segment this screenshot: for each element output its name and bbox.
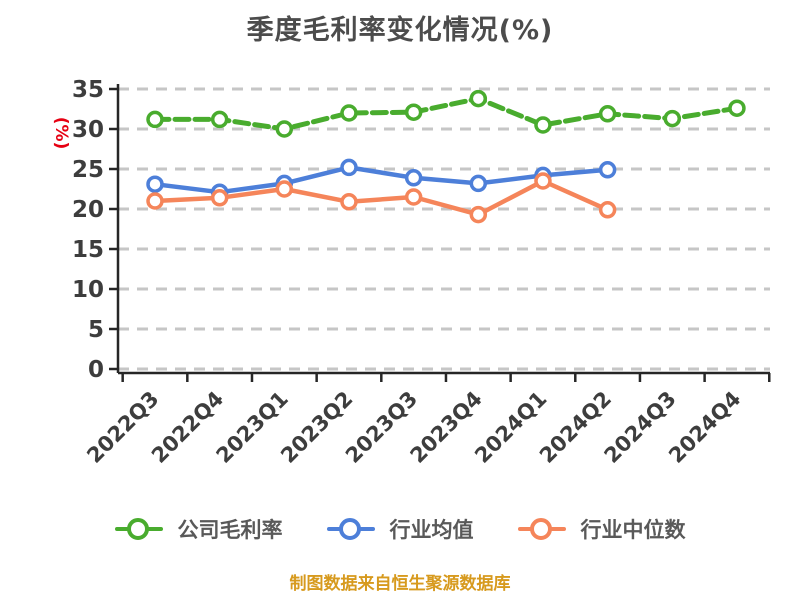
- y-tick-label: 30: [72, 117, 104, 143]
- legend-line-circle-marker-green: [114, 517, 163, 541]
- y-tick-label: 15: [72, 237, 104, 263]
- legend-circle-icon: [126, 518, 149, 540]
- legend-label-industry-median: 行业中位数: [580, 518, 686, 542]
- legend-label-company-gross-margin: 公司毛利率: [177, 518, 283, 542]
- series-line-1: [152, 165, 610, 195]
- series-line-0: [152, 96, 740, 132]
- data-point-marker: [469, 174, 488, 193]
- data-point-marker: [275, 120, 294, 138]
- legend-item-company-gross-margin: 公司毛利率: [114, 514, 283, 544]
- data-point-marker: [534, 172, 552, 190]
- plot-area: 051015202530352022Q32022Q42023Q12023Q220…: [51, 77, 771, 468]
- legend: 公司毛利率 行业均值 行业中位数: [0, 514, 800, 544]
- source-caption: 制图数据来自恒生聚源数据库: [289, 574, 511, 594]
- y-tick-label: 0: [88, 357, 104, 383]
- plot-generated-layer: 051015202530352022Q32022Q42023Q12023Q220…: [72, 77, 771, 468]
- data-point-marker: [469, 205, 488, 224]
- data-point-marker: [146, 110, 164, 129]
- data-point-marker: [598, 105, 617, 123]
- data-point-marker: [598, 161, 617, 179]
- data-point-marker: [404, 188, 423, 206]
- legend-line-circle-marker-blue: [326, 517, 375, 541]
- data-point-marker: [663, 109, 682, 128]
- data-point-marker: [728, 99, 746, 117]
- y-tick-label: 25: [72, 157, 104, 183]
- legend-item-industry-mean: 行业均值: [326, 514, 474, 544]
- legend-circle-icon: [529, 518, 552, 540]
- legend-label-industry-mean: 行业均值: [389, 518, 474, 542]
- y-axis-unit-label: (%): [51, 117, 71, 150]
- data-point-marker: [340, 193, 358, 211]
- legend-item-industry-median: 行业中位数: [517, 514, 686, 544]
- data-point-marker: [469, 89, 488, 108]
- x-tick-label: 2024Q4: [664, 387, 745, 468]
- data-point-marker: [598, 201, 617, 219]
- y-tick-label: 20: [72, 197, 104, 223]
- y-tick-label: 35: [72, 77, 104, 103]
- data-point-marker: [534, 116, 552, 134]
- chart-title: 季度毛利率变化情况(%): [246, 15, 554, 46]
- data-point-marker: [210, 110, 229, 129]
- data-point-marker: [146, 175, 164, 193]
- data-point-marker: [404, 169, 423, 187]
- data-point-marker: [210, 189, 229, 207]
- y-tick-label: 5: [88, 317, 104, 343]
- y-tick-label: 10: [72, 277, 104, 303]
- data-point-marker: [404, 103, 423, 121]
- data-point-marker: [146, 192, 164, 210]
- legend-circle-icon: [338, 518, 361, 540]
- data-point-marker: [340, 104, 358, 122]
- legend-line-circle-marker-orange: [517, 517, 566, 541]
- series-line-2: [152, 178, 610, 217]
- data-point-marker: [275, 180, 294, 198]
- data-point-marker: [340, 158, 358, 177]
